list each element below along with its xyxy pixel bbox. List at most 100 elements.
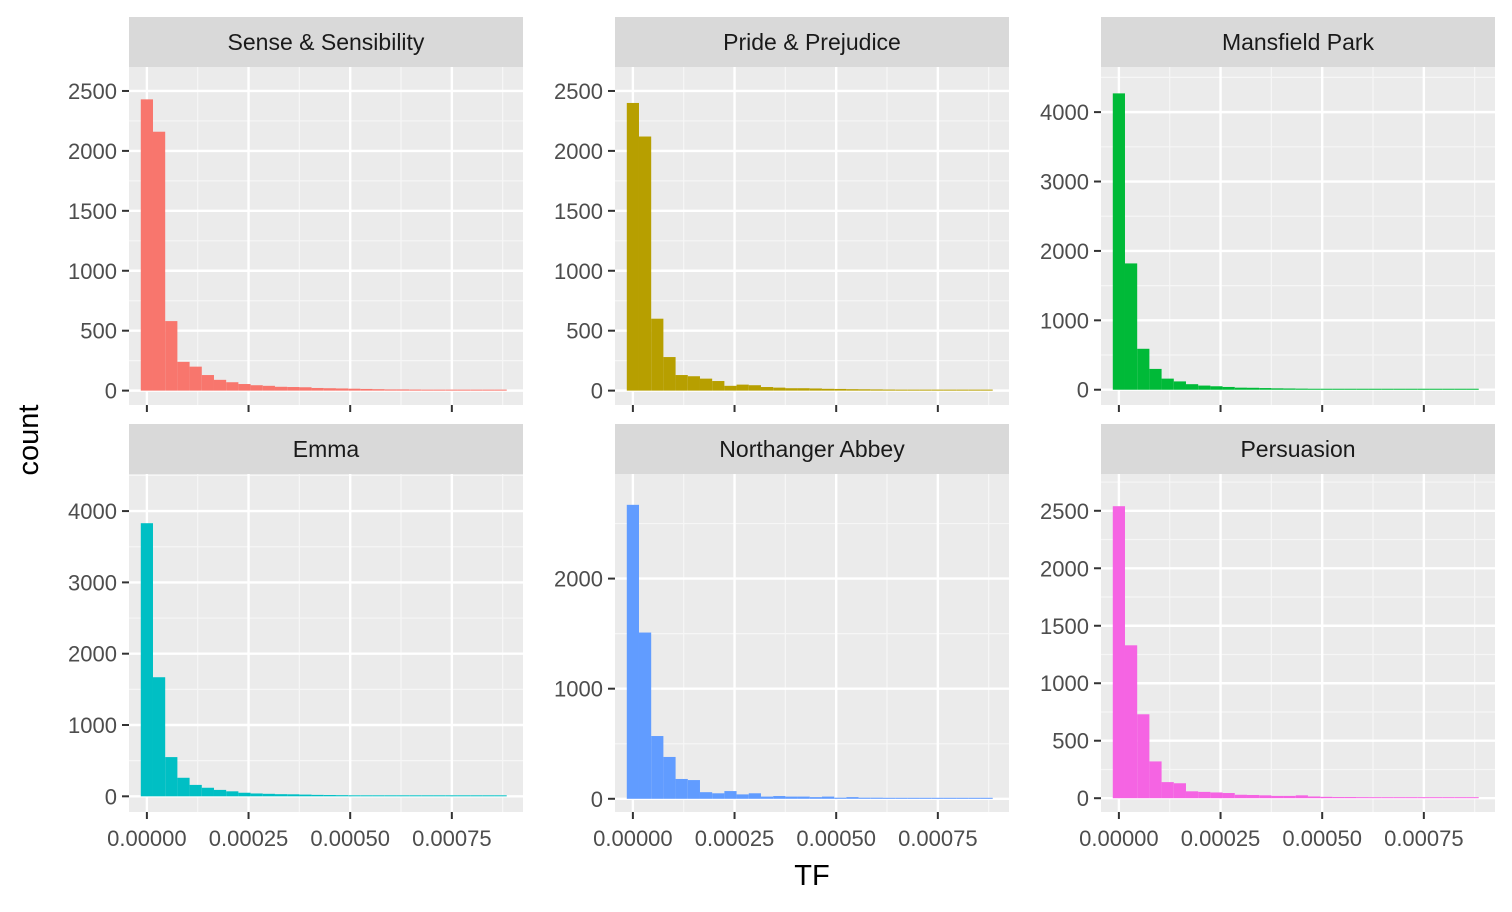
facet-title: Persuasion (1240, 436, 1355, 462)
histogram-bar (797, 796, 810, 799)
y-tick-label: 1000 (68, 259, 117, 284)
histogram-bar (834, 797, 847, 799)
histogram-bar (1210, 792, 1223, 799)
facet-panel: Pride & Prejudice 0 500 1000 1500 2000 2500 (554, 17, 1009, 412)
y-tick-label: 3000 (68, 570, 117, 595)
histogram-bar (1259, 388, 1272, 390)
histogram-bar (1307, 388, 1321, 390)
histogram-bar (1344, 797, 1357, 799)
histogram-bar (651, 736, 664, 799)
histogram-bar (1454, 797, 1467, 799)
histogram-bar (882, 389, 896, 391)
y-tick-label: 1500 (1040, 614, 1089, 639)
histogram-bar (189, 366, 202, 391)
x-tick-label: 0.00025 (209, 826, 289, 851)
histogram-bar (152, 677, 166, 797)
facet-title: Emma (293, 436, 360, 462)
y-tick-label: 2000 (554, 139, 603, 164)
histogram-bar (396, 795, 410, 797)
histogram-bar (226, 791, 239, 797)
histogram-bar (663, 357, 676, 391)
histogram-bar (482, 795, 495, 797)
histogram-bar (1466, 388, 1479, 390)
histogram-bar (201, 787, 214, 797)
histogram-bar (870, 389, 883, 391)
y-tick-label: 4000 (1040, 100, 1089, 125)
histogram-bar (1283, 388, 1296, 390)
x-tick-label: 0.00075 (898, 826, 978, 851)
facet-title: Pride & Prejudice (723, 29, 901, 55)
histogram-bar (1393, 388, 1406, 390)
histogram-bar (626, 102, 639, 391)
histogram-bar (1161, 782, 1174, 799)
histogram-bar (1112, 506, 1125, 799)
histogram-bar (919, 797, 932, 799)
histogram-bar (968, 797, 981, 799)
histogram-bar (834, 388, 847, 391)
y-tick-label: 2500 (554, 79, 603, 104)
histogram-bar (335, 795, 349, 797)
histogram-bar (931, 389, 944, 391)
panel-background (615, 474, 1009, 812)
facet-strip (129, 17, 523, 67)
histogram-bar (409, 795, 422, 797)
x-tick-label: 0.00000 (1079, 826, 1159, 851)
histogram-bar (1381, 797, 1394, 799)
x-tick-label: 0.00025 (1181, 826, 1261, 851)
y-tick-label: 3000 (1040, 170, 1089, 195)
histogram-bar (226, 382, 239, 391)
histogram-bar (1417, 388, 1430, 390)
x-tick-label: 0.00050 (796, 826, 876, 851)
histogram-bar (1210, 386, 1223, 390)
histogram-bar (262, 793, 275, 797)
histogram-bar (980, 797, 993, 799)
histogram-bar (323, 388, 336, 391)
histogram-bar (1222, 386, 1235, 390)
histogram-bar (1112, 93, 1125, 390)
facet-title: Sense & Sensibility (228, 29, 425, 55)
histogram-bar (323, 795, 336, 797)
histogram-bar (1368, 388, 1382, 390)
histogram-bar (1442, 797, 1455, 799)
histogram-bar (821, 388, 835, 391)
x-tick-label: 0.00075 (1384, 826, 1464, 851)
x-tick-label: 0.00050 (1282, 826, 1362, 851)
histogram-bar (348, 388, 361, 391)
histogram-bar (372, 389, 385, 391)
histogram-bar (736, 794, 749, 799)
histogram-bar (931, 797, 944, 799)
histogram-bar (1137, 714, 1150, 799)
histogram-bar (384, 795, 397, 797)
histogram-bar (785, 388, 798, 391)
histogram-bar (821, 796, 835, 799)
histogram-bar (699, 792, 713, 799)
histogram-bar (494, 795, 507, 797)
histogram-bar (213, 379, 227, 391)
histogram-bar (1234, 794, 1247, 799)
histogram-bar (907, 389, 920, 391)
histogram-bar (895, 797, 908, 799)
histogram-bar (858, 797, 871, 799)
y-tick-label: 2500 (1040, 499, 1089, 524)
histogram-bar (335, 388, 349, 391)
histogram-bar (372, 795, 385, 797)
y-tick-label: 1500 (68, 199, 117, 224)
y-tick-label: 0 (1077, 786, 1089, 811)
histogram-bar (712, 381, 725, 391)
histogram-bar (870, 797, 883, 799)
histogram-bar (675, 778, 688, 799)
histogram-bar (809, 388, 822, 391)
histogram-bar (1295, 795, 1308, 799)
facet-strip (1101, 424, 1495, 474)
histogram-bar (1149, 761, 1162, 799)
histogram-bar (1332, 388, 1345, 390)
histogram-bar (1393, 797, 1406, 799)
histogram-bar (262, 385, 275, 391)
facet-panel: Mansfield Park 0 1000 2000 3000 4000 (1040, 17, 1495, 412)
histogram-bar (638, 136, 652, 391)
histogram-bar (250, 385, 263, 391)
x-axis-title: TF (794, 860, 829, 892)
histogram-bar (748, 385, 761, 391)
facet-strip (1101, 17, 1495, 67)
histogram-bar (687, 376, 700, 391)
